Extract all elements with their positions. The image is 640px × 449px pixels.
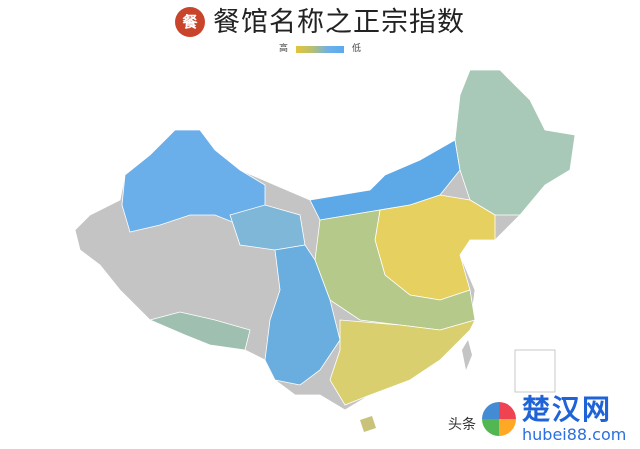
region-taiwan [462, 340, 472, 370]
watermark: 头条 楚汉网 hubei88.com [448, 396, 640, 446]
watermark-source: 头条 [448, 417, 476, 433]
legend: 高 低 [0, 45, 640, 54]
watermark-brand: 楚汉网 [522, 393, 613, 426]
region-hainan [360, 416, 376, 432]
region-south [329, 319, 476, 406]
legend-low-label: 低 [352, 44, 362, 54]
region-northeast [454, 69, 576, 216]
restaurant-logo-icon: 餐 [175, 7, 205, 37]
globe-logo-icon [482, 402, 516, 436]
legend-gradient-bar [296, 46, 344, 53]
map-title: 餐 餐馆名称之正宗指数 [0, 6, 640, 38]
legend-high-label: 高 [278, 44, 288, 54]
title-text: 餐馆名称之正宗指数 [213, 6, 465, 38]
south-sea-inset [514, 349, 556, 393]
region-southwest [264, 244, 341, 386]
region-tibet-south [148, 311, 251, 351]
watermark-url: hubei88.com [522, 425, 627, 444]
region-central [314, 209, 476, 331]
